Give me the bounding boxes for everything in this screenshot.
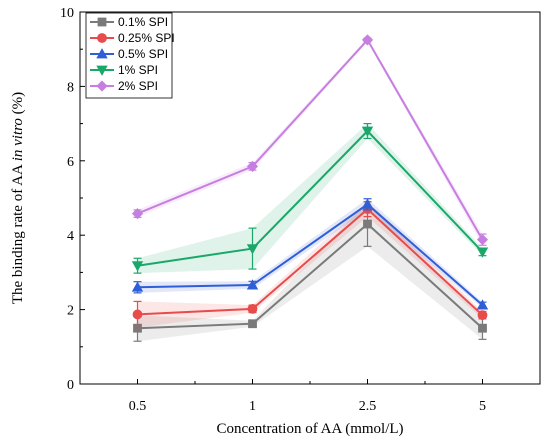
- error-band: [137, 38, 483, 246]
- data-point: [476, 299, 489, 310]
- legend-item: 2% SPI: [90, 79, 158, 93]
- series-3: [131, 122, 489, 274]
- data-point: [248, 319, 257, 329]
- y-tick-label: 4: [67, 229, 74, 244]
- series-1: [132, 201, 488, 329]
- legend-item: 0.5% SPI: [90, 47, 168, 61]
- legend: 0.1% SPI 0.25% SPI 0.5% SPI 1% SPI 2% SPI: [85, 12, 175, 99]
- legend-label: 0.5% SPI: [118, 47, 168, 61]
- series-2: [131, 198, 489, 310]
- series-line: [137, 207, 484, 316]
- data-point: [132, 309, 143, 320]
- data-point: [363, 219, 372, 229]
- y-axis-title-suffix: (%): [10, 92, 26, 118]
- y-axis-title-italic: in vitro: [10, 118, 26, 162]
- data-point: [246, 160, 259, 172]
- x-tick-label: 5: [479, 399, 486, 414]
- data-point: [246, 244, 259, 255]
- legend-item: 1% SPI: [90, 63, 158, 77]
- y-axis-title-prefix: The binding rate of AA: [10, 161, 26, 304]
- legend-label: 0.25% SPI: [118, 31, 175, 45]
- data-point: [131, 208, 144, 220]
- series-4: [131, 34, 489, 246]
- legend-marker: [96, 65, 108, 76]
- data-point: [476, 247, 489, 258]
- series-layer: [131, 34, 489, 342]
- error-band: [137, 198, 483, 309]
- y-tick-label: 0: [67, 378, 74, 393]
- data-point: [247, 303, 258, 314]
- data-point: [361, 34, 374, 46]
- series-line: [137, 129, 484, 267]
- x-axis: 0.5 1 2.5 5: [129, 379, 486, 414]
- legend-marker: [96, 80, 108, 92]
- legend-marker: [97, 17, 107, 27]
- y-tick-label: 8: [67, 80, 74, 95]
- legend-marker: [96, 48, 108, 59]
- legend-item: 0.25% SPI: [90, 31, 175, 45]
- legend-label: 2% SPI: [118, 79, 158, 93]
- y-axis-title: The binding rate of AA in vitro (%): [10, 92, 26, 304]
- y-tick-label: 6: [67, 155, 74, 170]
- data-point: [361, 198, 374, 209]
- legend-label: 0.1% SPI: [118, 15, 168, 29]
- series-line: [137, 222, 484, 330]
- y-tick-label: 10: [60, 6, 74, 21]
- data-point: [246, 279, 259, 290]
- error-band: [137, 201, 483, 328]
- x-tick-label: 2.5: [359, 399, 377, 414]
- legend-label: 1% SPI: [118, 63, 158, 77]
- series-line: [137, 38, 484, 241]
- data-point: [477, 310, 488, 321]
- legend-marker: [97, 33, 107, 43]
- y-tick-label: 2: [67, 304, 74, 319]
- data-point: [131, 261, 144, 272]
- x-axis-title: Concentration of AA (mmol/L): [216, 421, 403, 437]
- series-line: [137, 203, 484, 306]
- data-point: [478, 323, 487, 333]
- legend-item: 0.1% SPI: [90, 15, 168, 29]
- x-tick-label: 0.5: [129, 399, 147, 414]
- data-point: [131, 281, 144, 292]
- y-axis: 0 2 4 6 8 10: [60, 6, 85, 393]
- data-point: [361, 126, 374, 137]
- data-point: [476, 234, 489, 246]
- x-tick-label: 1: [249, 399, 256, 414]
